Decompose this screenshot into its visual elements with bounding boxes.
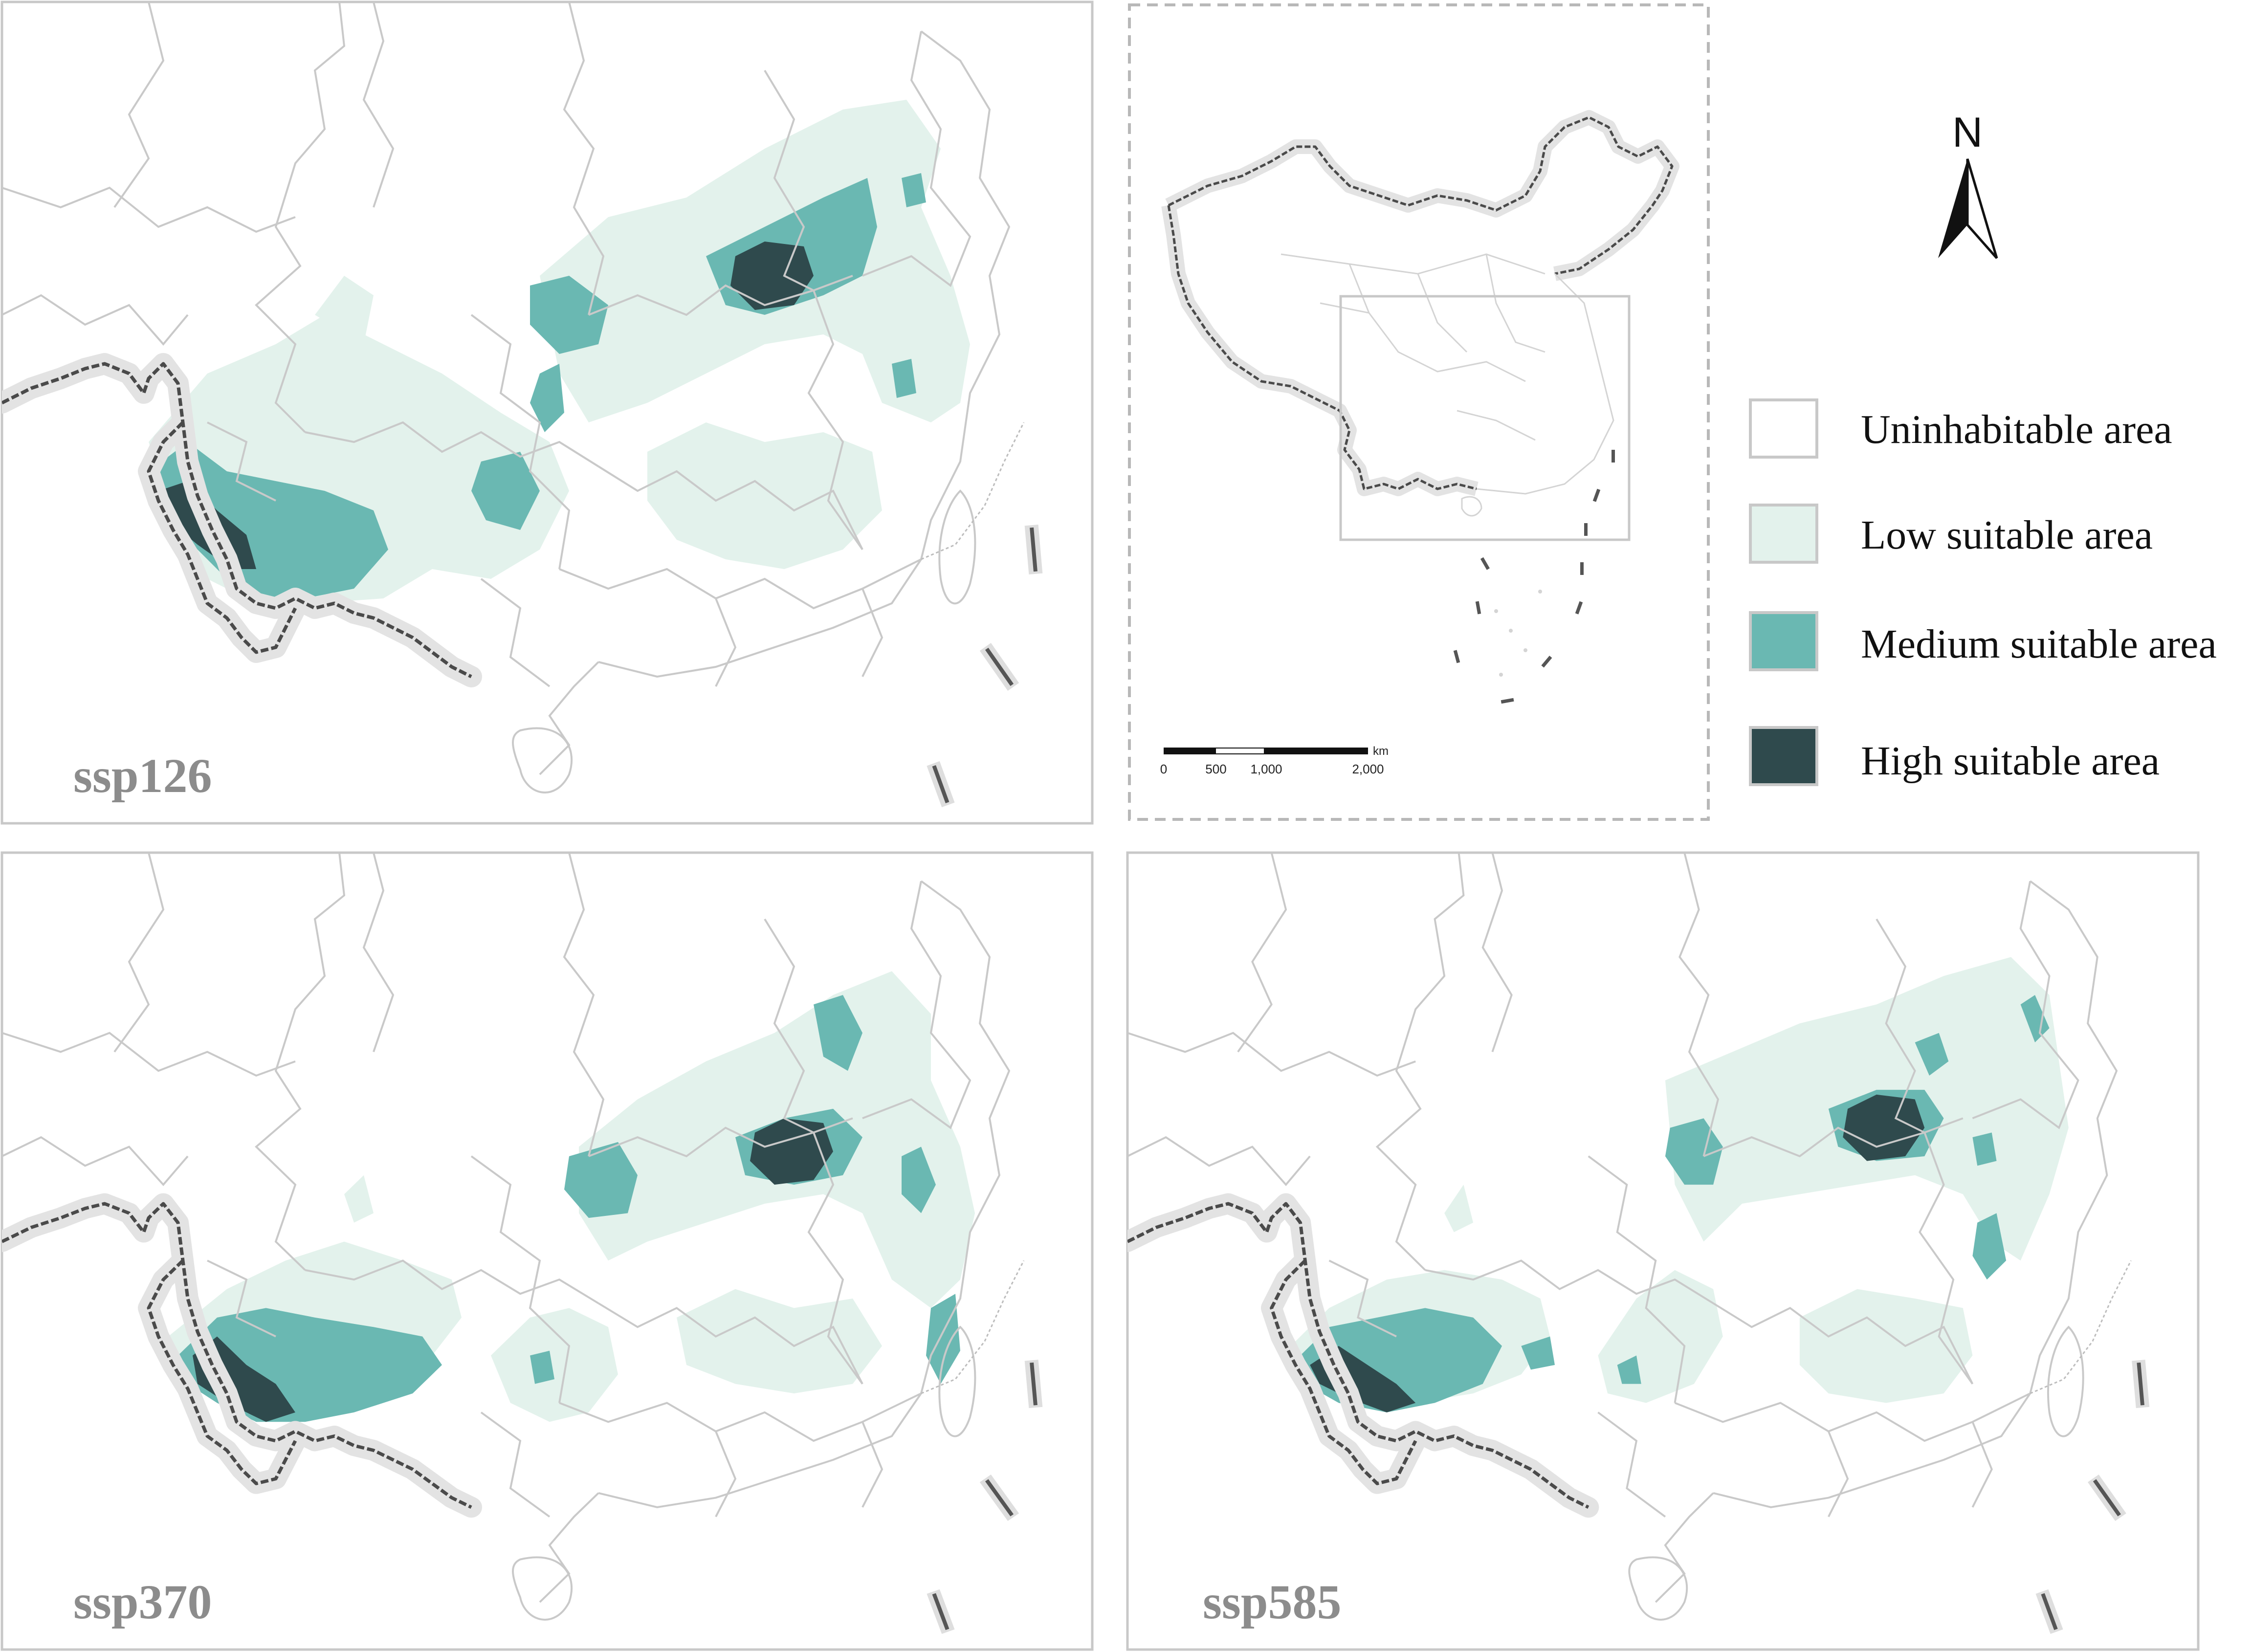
panel-frame <box>1126 851 2200 1651</box>
china-outline <box>1161 110 1679 704</box>
scale-bar-tick-label: 500 <box>1205 762 1226 776</box>
legend-swatch <box>1749 504 1818 564</box>
north-arrow-icon <box>1966 158 1998 259</box>
legend-item: Low suitable area <box>1749 504 2153 564</box>
scale-bar-tick-label: 0 <box>1160 762 1167 776</box>
legend-label: Medium suitable area <box>1861 621 2217 667</box>
scale-bar-segment <box>1216 749 1264 753</box>
legend-swatch <box>1749 398 1818 459</box>
panel-label-ssp370: ssp370 <box>73 1575 212 1629</box>
scale-bar-unit: km <box>1373 745 1389 758</box>
suitability-medium <box>149 173 926 603</box>
north-arrow-label: N <box>1952 109 1983 156</box>
legend-label: High suitable area <box>1861 738 2160 784</box>
scale-bar-tick-label: 2,000 <box>1352 762 1384 776</box>
north-arrow: N <box>1938 109 1998 259</box>
scale-bar-tick-label: 1,000 <box>1250 762 1282 776</box>
map-canvas <box>1127 853 2150 1634</box>
map-panel-ssp370: ssp370 <box>0 851 1094 1651</box>
panel-label-ssp126: ssp126 <box>73 749 212 803</box>
map-panel-ssp126: ssp126 <box>0 0 1094 825</box>
north-arrow-icon <box>1938 159 1967 258</box>
scale-bar: 0 500 1,000 2,000 km <box>1160 745 1389 776</box>
overview-map: 0 500 1,000 2,000 km <box>1128 3 1710 821</box>
legend-swatch <box>1749 726 1818 786</box>
legend-label: Uninhabitable area <box>1861 407 2172 452</box>
south-china-sea-dashes <box>1453 450 1615 704</box>
legend-swatch <box>1749 611 1818 671</box>
legend-item: Medium suitable area <box>1749 611 2217 671</box>
map-panel-ssp585: ssp585 <box>1126 851 2200 1651</box>
map-canvas <box>2 853 1043 1634</box>
map-canvas <box>2 2 1043 808</box>
legend-label: Low suitable area <box>1861 512 2153 558</box>
panel-label-ssp585: ssp585 <box>1203 1575 1341 1629</box>
legend-item: Uninhabitable area <box>1749 398 2172 459</box>
scale-bar-segment <box>1164 748 1368 754</box>
legend-item: High suitable area <box>1749 726 2160 786</box>
study-area-box <box>1339 295 1631 541</box>
overview-frame <box>1128 3 1710 821</box>
legend: Uninhabitable area Low suitable area Med… <box>1749 398 2217 786</box>
island-dots <box>1494 590 1542 677</box>
